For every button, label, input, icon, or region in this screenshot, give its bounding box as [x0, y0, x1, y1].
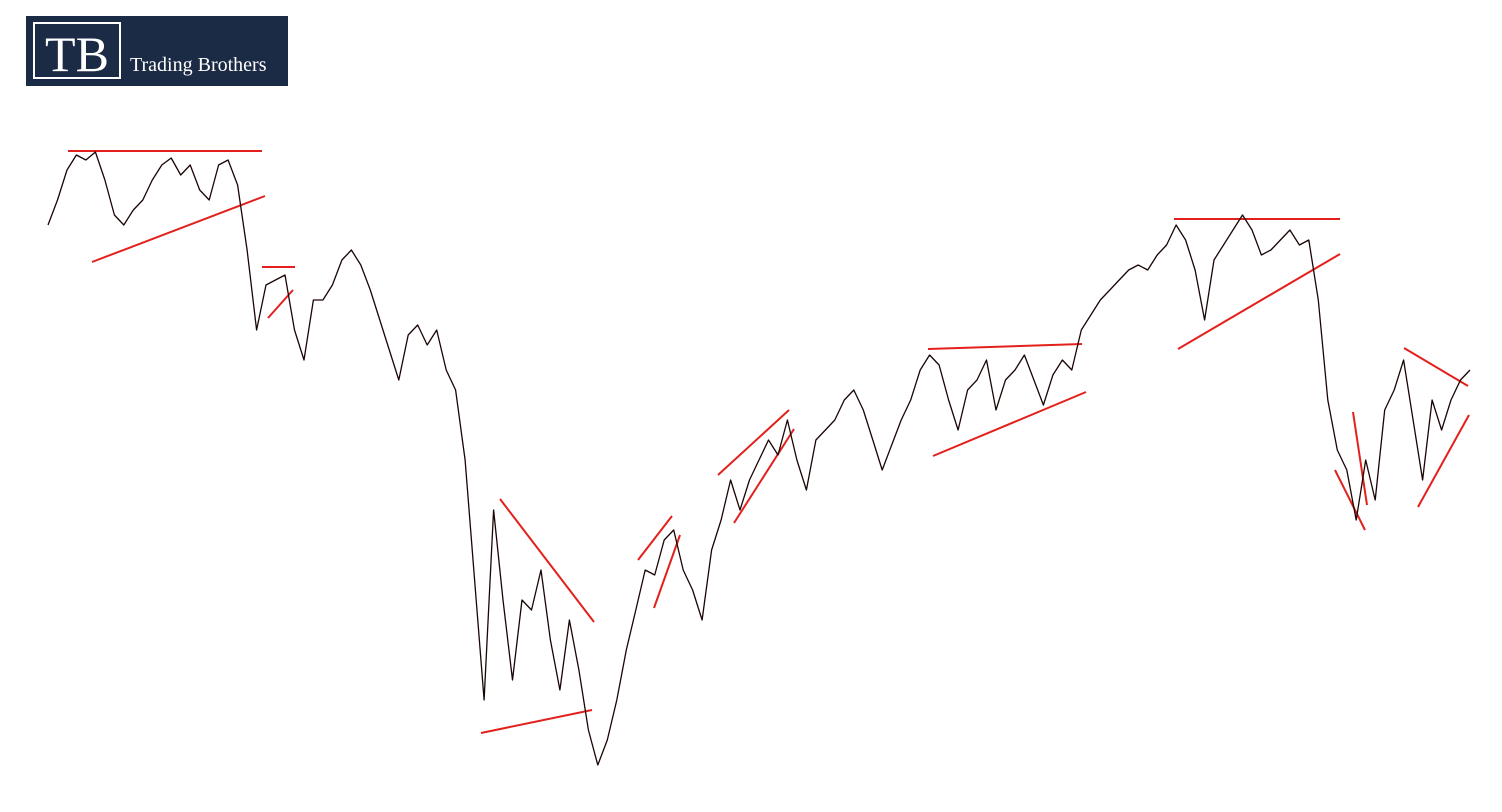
- trendline: [932, 391, 1087, 457]
- trendline: [499, 498, 595, 623]
- logo: TB Trading Brothers: [26, 16, 288, 86]
- logo-box: [33, 22, 121, 79]
- trendline: [1352, 411, 1368, 506]
- trendline: [1177, 253, 1341, 350]
- trendline: [653, 534, 681, 609]
- trendline: [91, 195, 266, 263]
- trendline: [267, 289, 294, 319]
- trendline: [1334, 469, 1366, 531]
- trendline: [927, 343, 1083, 350]
- trendline: [717, 409, 790, 476]
- logo-background: [26, 16, 288, 86]
- trendline: [1417, 414, 1470, 508]
- logo-name: Trading Brothers: [130, 54, 267, 76]
- trendline: [637, 515, 673, 561]
- price-line: [47, 151, 1471, 766]
- trendlines: [68, 150, 1470, 734]
- trendline: [733, 428, 795, 524]
- trendline: [1403, 347, 1469, 387]
- logo-mark: TB: [45, 26, 109, 82]
- trendline: [480, 709, 593, 734]
